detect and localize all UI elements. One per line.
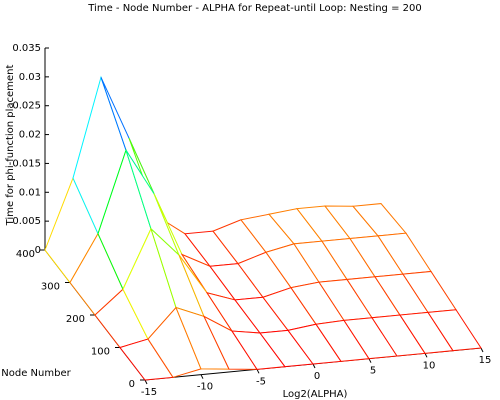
z-tick-label: 0.005	[12, 216, 41, 227]
x-tick	[256, 369, 260, 374]
z-tick-label: 0.02	[19, 130, 41, 141]
z-tick-label: 0	[35, 245, 41, 256]
y-tick-label: 400	[16, 249, 35, 260]
x-tick	[144, 379, 148, 385]
x-tick	[424, 353, 428, 358]
x-tick	[480, 347, 484, 353]
x-axis-label: Log2(ALPHA)	[283, 389, 348, 400]
x-tick-label: 15	[479, 355, 492, 366]
z-tick-label: 0.035	[12, 43, 41, 54]
x-tick-label: 10	[423, 360, 436, 371]
x-tick	[200, 374, 204, 379]
surface-cell	[427, 309, 482, 352]
y-tick-label: 300	[41, 282, 60, 293]
x-tick	[312, 363, 316, 369]
chart-title: Time - Node Number - ALPHA for Repeat-un…	[87, 3, 421, 14]
x-tick-label: 5	[370, 366, 376, 377]
x-tick-label: -5	[256, 376, 266, 387]
y-tick-label: 0	[129, 379, 135, 390]
y-tick-label: 200	[66, 314, 85, 325]
x-tick	[368, 358, 372, 363]
x-tick-label: -10	[197, 382, 213, 393]
x-tick-label: 0	[314, 371, 320, 382]
y-axis-label: Node Number	[1, 368, 71, 379]
z-tick-label: 0.03	[19, 72, 41, 83]
z-tick-label: 0.015	[12, 158, 41, 169]
x-tick-label: -15	[141, 387, 157, 398]
y-tick-label: 100	[91, 347, 110, 358]
z-tick-label: 0.01	[19, 187, 41, 198]
z-tick-label: 0.025	[12, 101, 41, 112]
z-axis-label: Time for phi-function placement	[5, 65, 16, 227]
